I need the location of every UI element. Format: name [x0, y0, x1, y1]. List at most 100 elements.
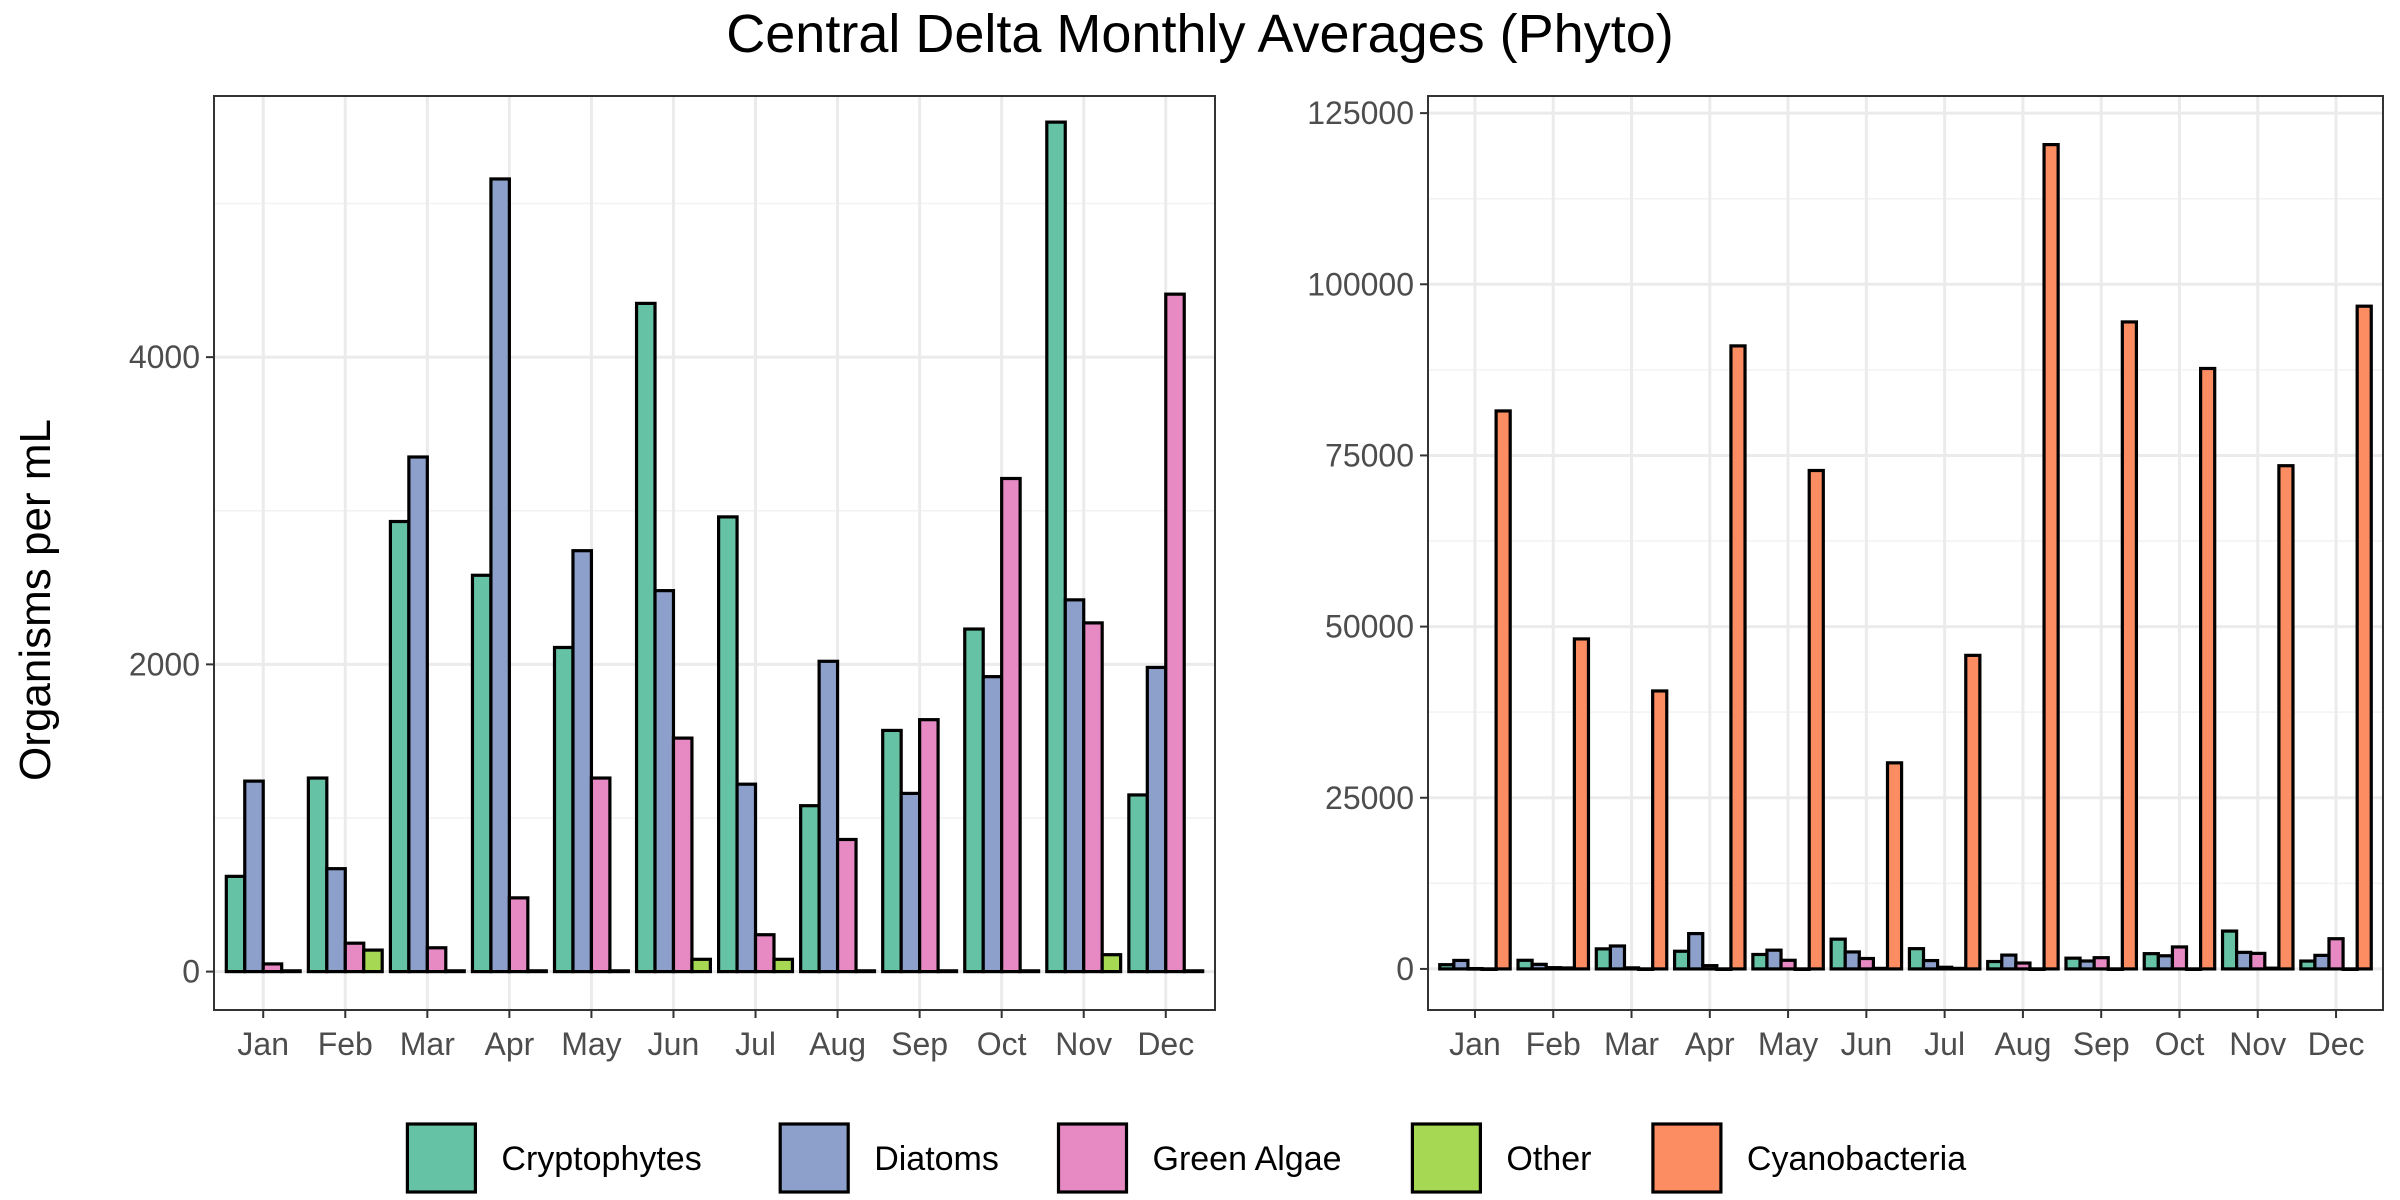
bar-cryptophytes-aug — [799, 804, 821, 974]
x-tick-label: Aug — [1994, 1026, 2051, 1062]
bar-green-algae-dec — [1164, 292, 1186, 974]
x-tick-label: Jul — [735, 1026, 776, 1062]
bar-cryptophytes-jun — [1829, 937, 1847, 971]
x-tick-label: Jul — [1924, 1026, 1965, 1062]
y-axis-label: Organisms per mL — [11, 419, 60, 781]
bar-other-feb — [362, 948, 384, 974]
bar-cyanobacteria-jan — [1494, 409, 1512, 971]
bar-cryptophytes-may — [1751, 952, 1769, 971]
bar-cyanobacteria-may — [1807, 468, 1825, 971]
bar-green-algae-apr — [507, 896, 530, 974]
x-tick-label: Jan — [237, 1026, 289, 1062]
bar-green-algae-aug — [2014, 961, 2032, 971]
x-tick-label: Nov — [2229, 1026, 2286, 1062]
bar-green-algae-feb — [1544, 966, 1562, 971]
x-tick-label: Apr — [1685, 1026, 1735, 1062]
legend: Cryptophytes Diatoms Green Algae Other Cyano… — [405, 1122, 1966, 1194]
bar-other-apr — [526, 969, 548, 974]
bar-cryptophytes-jul — [717, 515, 739, 974]
bar-other-apr — [1715, 967, 1733, 971]
bar-cryptophytes-dec — [2299, 959, 2317, 971]
bar-green-algae-mar — [425, 946, 448, 974]
bar-green-algae-oct — [1000, 476, 1022, 974]
bar-green-algae-jan — [261, 962, 284, 974]
bar-other-jun — [690, 957, 712, 974]
bar-green-algae-sep — [2092, 956, 2110, 971]
bar-cyanobacteria-apr — [1729, 344, 1747, 971]
bar-other-jun — [1871, 966, 1890, 971]
bar-other-jul — [772, 957, 795, 974]
bar-cryptophytes-nov — [1045, 120, 1067, 974]
legend-label-cyanobacteria: Cyanobacteria — [1747, 1140, 1966, 1178]
bar-cyanobacteria-sep — [2120, 320, 2139, 971]
y-tick-label: 100000 — [1307, 266, 1414, 302]
bar-diatoms-jan — [243, 779, 265, 974]
bar-green-algae-jan — [1466, 966, 1484, 971]
x-tick-label: Apr — [484, 1026, 534, 1062]
panel-border — [1427, 95, 2384, 1011]
bar-diatoms-may — [1765, 948, 1783, 971]
bar-cryptophytes-apr — [1672, 949, 1691, 971]
bar-other-dec — [1182, 969, 1205, 974]
y-tick-label: 4000 — [129, 339, 200, 375]
bar-other-dec — [2341, 967, 2359, 971]
bar-green-algae-dec — [2327, 937, 2345, 971]
bar-diatoms-jun — [1843, 950, 1861, 971]
bar-green-algae-nov — [1082, 621, 1104, 974]
bar-cryptophytes-jan — [224, 874, 247, 974]
bar-diatoms-mar — [1608, 944, 1627, 971]
bar-green-algae-oct — [2170, 945, 2189, 971]
x-tick-label: Sep — [891, 1026, 948, 1062]
bar-cryptophytes-dec — [1127, 793, 1149, 974]
bar-other-oct — [1018, 969, 1041, 974]
bar-cryptophytes-nov — [2220, 929, 2239, 971]
bar-green-algae-jul — [1935, 965, 1954, 971]
bar-cyanobacteria-dec — [2355, 304, 2373, 971]
bar-other-may — [1793, 967, 1811, 971]
bar-cryptophytes-sep — [881, 728, 903, 974]
x-tick-label: Mar — [400, 1026, 455, 1062]
bar-cryptophytes-jun — [634, 301, 657, 974]
bar-cryptophytes-mar — [388, 519, 411, 974]
legend-key-cyanobacteria — [1651, 1122, 1723, 1194]
legend-label-green-algae: Green Algae — [1153, 1140, 1342, 1178]
bar-other-mar — [1636, 967, 1655, 971]
y-tick-label: 75000 — [1325, 437, 1414, 473]
x-tick-label: Jun — [648, 1026, 700, 1062]
y-tick-label: 0 — [182, 954, 200, 990]
bar-green-algae-nov — [2249, 951, 2267, 971]
bar-diatoms-jun — [653, 589, 676, 974]
x-tick-label: May — [561, 1026, 621, 1062]
bar-cryptophytes-apr — [470, 573, 493, 974]
bar-other-jan — [280, 969, 302, 974]
bar-diatoms-aug — [2000, 953, 2018, 971]
bar-green-algae-may — [1779, 958, 1797, 971]
y-tick-label: 0 — [1396, 951, 1414, 987]
bar-diatoms-dec — [2313, 953, 2331, 971]
legend-key-other — [1410, 1122, 1483, 1194]
y-tick-label: 25000 — [1325, 780, 1414, 816]
x-tick-label: Nov — [1055, 1026, 1112, 1062]
bar-cryptophytes-oct — [963, 627, 985, 974]
x-tick-label: Dec — [2308, 1026, 2365, 1062]
x-tick-label: Oct — [977, 1026, 1027, 1062]
bar-cyanobacteria-oct — [2199, 366, 2217, 971]
bar-diatoms-jul — [735, 782, 758, 974]
bar-other-jan — [1480, 967, 1498, 971]
bar-diatoms-oct — [981, 675, 1004, 974]
x-tick-label: Jan — [1449, 1026, 1501, 1062]
bar-green-algae-apr — [1701, 964, 1719, 971]
x-tick-label: Aug — [809, 1026, 866, 1062]
y-tick-label: 2000 — [129, 646, 200, 682]
bar-diatoms-feb — [1530, 962, 1548, 971]
bar-other-mar — [444, 969, 466, 974]
bar-green-algae-jun — [1857, 956, 1876, 971]
bar-other-feb — [1558, 966, 1576, 971]
bar-other-nov — [1100, 953, 1123, 974]
bar-cryptophytes-feb — [1516, 958, 1534, 971]
bar-other-jul — [1950, 966, 1968, 971]
chart-title: Central Delta Monthly Averages (Phyto) — [726, 4, 1673, 64]
right-panel: 0 25000 50000 75000 100000 125000 Jan Feb Mar Apr… — [1307, 95, 2384, 1062]
bar-diatoms-aug — [817, 659, 840, 974]
bar-green-algae-sep — [918, 718, 940, 974]
